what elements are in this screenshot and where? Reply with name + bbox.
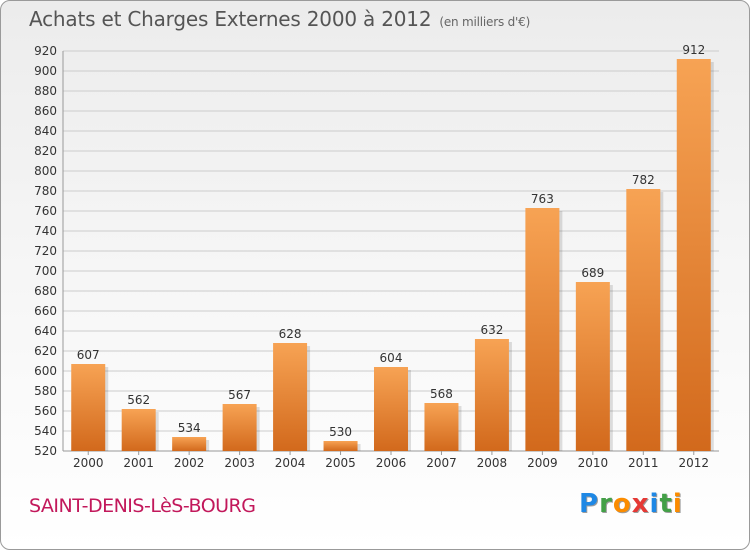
bar-2002 bbox=[172, 437, 207, 451]
y-tick-label: 720 bbox=[34, 244, 57, 258]
city-name: SAINT-DENIS-LèS-BOURG bbox=[29, 495, 256, 517]
bar-2007 bbox=[424, 403, 459, 451]
x-tick-label: 2002 bbox=[174, 456, 205, 470]
x-tick-label: 2008 bbox=[477, 456, 508, 470]
bar-2011 bbox=[626, 189, 661, 451]
x-tick-label: 2010 bbox=[578, 456, 609, 470]
data-label: 604 bbox=[380, 351, 403, 365]
bar-2009 bbox=[525, 208, 560, 451]
x-tick-label: 2009 bbox=[527, 456, 558, 470]
data-label: 763 bbox=[531, 192, 554, 206]
y-tick-label: 860 bbox=[34, 104, 57, 118]
data-label: 567 bbox=[228, 388, 251, 402]
data-label: 912 bbox=[682, 43, 705, 57]
bar-2008 bbox=[474, 339, 509, 451]
x-tick-label: 2012 bbox=[678, 456, 709, 470]
x-axis-ticks: 2000 2001 2002 2003 2004 2005 2006 2007 2008 2009… bbox=[73, 451, 709, 470]
x-tick-label: 2011 bbox=[628, 456, 659, 470]
y-tick-label: 820 bbox=[34, 144, 57, 158]
logo-letter: i bbox=[672, 489, 683, 519]
x-tick-label: 2004 bbox=[275, 456, 306, 470]
logo-letter: o bbox=[612, 489, 632, 519]
y-tick-label: 760 bbox=[34, 204, 57, 218]
y-tick-label: 880 bbox=[34, 84, 57, 98]
chart-title-text: Achats et Charges Externes 2000 à 2012 bbox=[29, 7, 432, 31]
y-tick-label: 520 bbox=[34, 444, 57, 458]
y-tick-label: 680 bbox=[34, 284, 57, 298]
y-tick-label: 600 bbox=[34, 364, 57, 378]
x-tick-label: 2005 bbox=[325, 456, 356, 470]
x-tick-label: 2000 bbox=[73, 456, 104, 470]
bar-2005 bbox=[323, 441, 358, 451]
y-tick-label: 580 bbox=[34, 384, 57, 398]
logo-letter: x bbox=[631, 489, 650, 519]
data-label: 534 bbox=[178, 421, 201, 435]
y-tick-label: 660 bbox=[34, 304, 57, 318]
bar-2001 bbox=[121, 409, 156, 451]
y-tick-label: 620 bbox=[34, 344, 57, 358]
data-label: 782 bbox=[632, 173, 655, 187]
y-tick-label: 540 bbox=[34, 424, 57, 438]
y-tick-label: 560 bbox=[34, 404, 57, 418]
x-tick-label: 2006 bbox=[376, 456, 407, 470]
data-label: 628 bbox=[279, 327, 302, 341]
bar-2006 bbox=[374, 367, 408, 451]
bar-2012 bbox=[676, 59, 711, 451]
y-tick-label: 900 bbox=[34, 64, 57, 78]
y-tick-label: 640 bbox=[34, 324, 57, 338]
x-tick-label: 2003 bbox=[224, 456, 255, 470]
y-tick-label: 780 bbox=[34, 184, 57, 198]
bar-2004 bbox=[273, 343, 308, 451]
x-tick-label: 2007 bbox=[426, 456, 457, 470]
proxiti-logo: Proxiti bbox=[579, 489, 683, 519]
data-label: 689 bbox=[581, 266, 604, 280]
y-tick-label: 800 bbox=[34, 164, 57, 178]
logo-letter: i bbox=[649, 489, 660, 519]
data-label: 632 bbox=[480, 323, 503, 337]
y-tick-label: 740 bbox=[34, 224, 57, 238]
data-label: 530 bbox=[329, 425, 352, 439]
bars bbox=[71, 59, 714, 451]
bar-2003 bbox=[222, 404, 257, 451]
logo-letter: P bbox=[579, 489, 600, 519]
data-label: 562 bbox=[127, 393, 150, 407]
logo-letter: r bbox=[599, 489, 613, 519]
y-tick-label: 920 bbox=[34, 44, 57, 58]
y-tick-label: 700 bbox=[34, 264, 57, 278]
data-label: 568 bbox=[430, 387, 453, 401]
data-labels: 607 562 534 567 628 530 604 568 632 763 689 782 912 bbox=[77, 43, 705, 439]
chart-unit: (en milliers d'€) bbox=[439, 15, 531, 29]
y-axis-ticks: 520 540 560 580 600 620 640 660 680 700 720 740 760 7… bbox=[34, 44, 57, 458]
y-tick-label: 840 bbox=[34, 124, 57, 138]
chart-title: Achats et Charges Externes 2000 à 2012 (e… bbox=[29, 7, 530, 31]
x-tick-label: 2001 bbox=[123, 456, 154, 470]
bar-2010 bbox=[575, 282, 610, 451]
data-label: 607 bbox=[77, 348, 100, 362]
logo-letter: t bbox=[659, 489, 673, 519]
bar-2000 bbox=[71, 364, 106, 451]
